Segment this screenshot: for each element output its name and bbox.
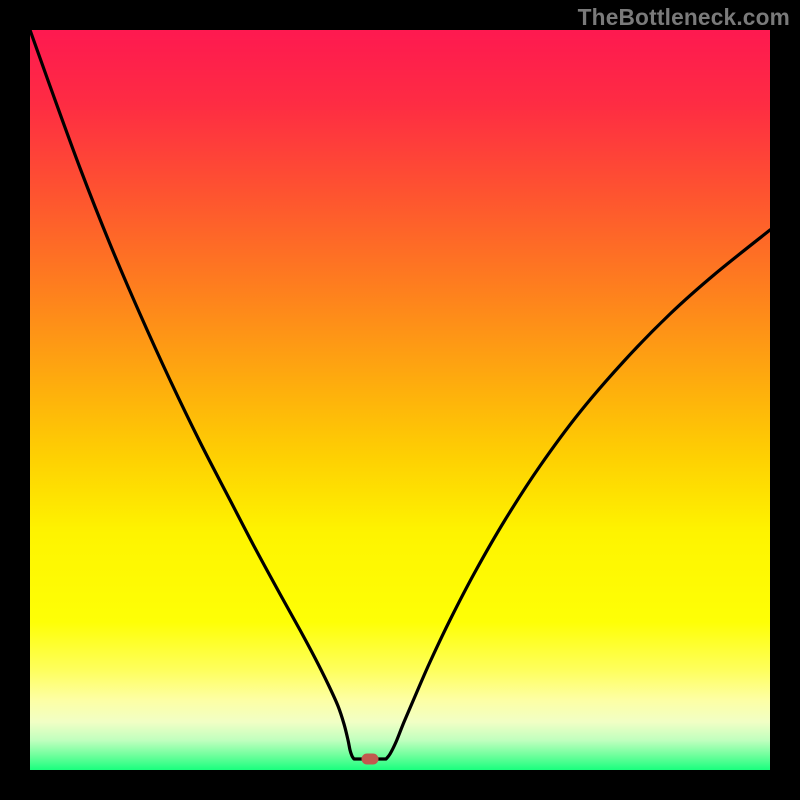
bottleneck-curve xyxy=(30,30,770,759)
watermark-label: TheBottleneck.com xyxy=(578,4,790,31)
chart-frame: TheBottleneck.com xyxy=(0,0,800,800)
plot-area xyxy=(30,30,770,770)
curve-layer xyxy=(30,30,770,770)
optimal-marker xyxy=(362,754,378,764)
